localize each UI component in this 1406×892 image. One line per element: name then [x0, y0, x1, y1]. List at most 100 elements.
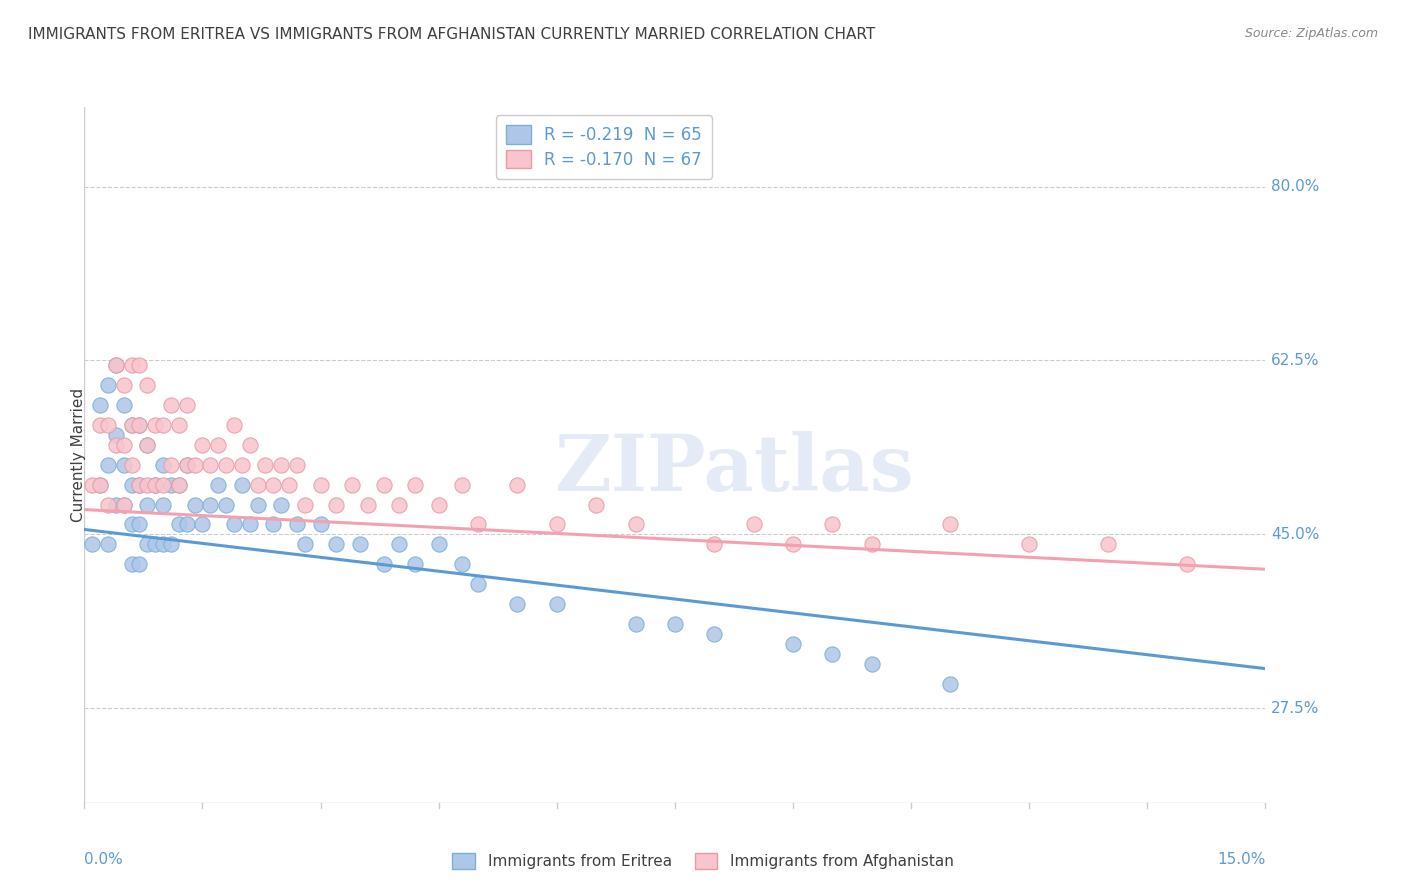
- Point: [860, 537, 883, 551]
- Point: [160, 537, 183, 551]
- Point: [97, 378, 120, 392]
- Point: [703, 537, 725, 551]
- Point: [427, 498, 450, 512]
- Text: Currently Married: Currently Married: [70, 388, 86, 522]
- Point: [121, 517, 143, 532]
- Point: [143, 537, 166, 551]
- Point: [1175, 558, 1198, 572]
- Point: [278, 477, 301, 491]
- Point: [388, 498, 411, 512]
- Legend: Immigrants from Eritrea, Immigrants from Afghanistan: Immigrants from Eritrea, Immigrants from…: [446, 847, 960, 875]
- Point: [254, 458, 277, 472]
- Point: [215, 458, 238, 472]
- Point: [128, 517, 150, 532]
- Text: 45.0%: 45.0%: [1271, 527, 1320, 542]
- Point: [183, 458, 205, 472]
- Point: [143, 477, 166, 491]
- Point: [136, 438, 159, 452]
- Point: [246, 498, 269, 512]
- Point: [89, 418, 111, 433]
- Point: [152, 458, 174, 472]
- Point: [585, 498, 607, 512]
- Point: [215, 498, 238, 512]
- Point: [191, 438, 214, 452]
- Point: [128, 477, 150, 491]
- Point: [388, 537, 411, 551]
- Point: [742, 517, 765, 532]
- Point: [152, 537, 174, 551]
- Point: [664, 616, 686, 631]
- Point: [231, 458, 253, 472]
- Point: [82, 537, 104, 551]
- Point: [404, 477, 426, 491]
- Point: [239, 517, 262, 532]
- Point: [176, 398, 198, 412]
- Point: [340, 477, 363, 491]
- Point: [160, 398, 183, 412]
- Point: [262, 517, 284, 532]
- Point: [325, 498, 347, 512]
- Point: [89, 477, 111, 491]
- Point: [451, 558, 474, 572]
- Point: [104, 428, 127, 442]
- Point: [121, 359, 143, 373]
- Point: [160, 458, 183, 472]
- Point: [262, 477, 284, 491]
- Point: [97, 537, 120, 551]
- Point: [821, 517, 844, 532]
- Point: [624, 517, 647, 532]
- Point: [285, 458, 308, 472]
- Point: [89, 477, 111, 491]
- Point: [128, 418, 150, 433]
- Point: [121, 458, 143, 472]
- Text: 27.5%: 27.5%: [1271, 701, 1320, 716]
- Point: [112, 378, 135, 392]
- Point: [104, 359, 127, 373]
- Point: [104, 359, 127, 373]
- Point: [112, 438, 135, 452]
- Point: [546, 517, 568, 532]
- Point: [285, 517, 308, 532]
- Point: [1018, 537, 1040, 551]
- Point: [624, 616, 647, 631]
- Point: [167, 517, 190, 532]
- Point: [404, 558, 426, 572]
- Point: [97, 458, 120, 472]
- Point: [231, 477, 253, 491]
- Point: [104, 438, 127, 452]
- Point: [128, 477, 150, 491]
- Point: [357, 498, 380, 512]
- Text: 62.5%: 62.5%: [1271, 353, 1320, 368]
- Point: [152, 477, 174, 491]
- Point: [136, 537, 159, 551]
- Point: [294, 498, 316, 512]
- Point: [121, 418, 143, 433]
- Point: [167, 418, 190, 433]
- Point: [222, 418, 245, 433]
- Point: [782, 637, 804, 651]
- Point: [121, 558, 143, 572]
- Point: [160, 477, 183, 491]
- Point: [143, 477, 166, 491]
- Point: [546, 597, 568, 611]
- Text: Source: ZipAtlas.com: Source: ZipAtlas.com: [1244, 27, 1378, 40]
- Point: [294, 537, 316, 551]
- Point: [246, 477, 269, 491]
- Point: [136, 378, 159, 392]
- Point: [506, 597, 529, 611]
- Point: [112, 458, 135, 472]
- Point: [128, 558, 150, 572]
- Text: 80.0%: 80.0%: [1271, 179, 1320, 194]
- Point: [97, 498, 120, 512]
- Point: [309, 517, 332, 532]
- Point: [167, 477, 190, 491]
- Point: [112, 498, 135, 512]
- Point: [112, 398, 135, 412]
- Point: [451, 477, 474, 491]
- Point: [207, 477, 229, 491]
- Point: [128, 418, 150, 433]
- Text: 0.0%: 0.0%: [84, 852, 124, 866]
- Point: [104, 498, 127, 512]
- Point: [112, 498, 135, 512]
- Point: [200, 498, 222, 512]
